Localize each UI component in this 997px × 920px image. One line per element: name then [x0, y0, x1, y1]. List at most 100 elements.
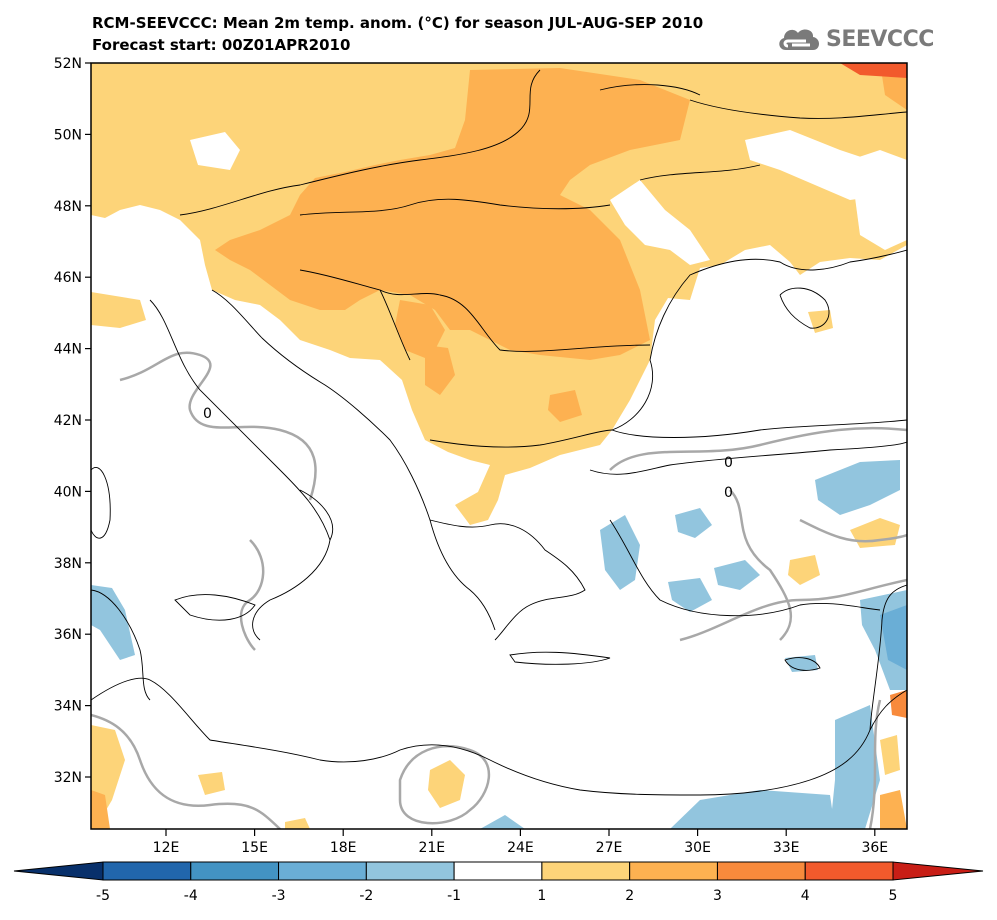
lat-tick-label: 44N [54, 342, 82, 358]
contour-libya [398, 745, 490, 825]
colorbar-tick-label: -2 [359, 888, 373, 904]
colorbar-segment [190, 861, 280, 881]
lon-tick-label: 18E [330, 840, 357, 856]
lon-tick-label: 12E [153, 840, 180, 856]
colorbar-under-arrow [13, 861, 104, 881]
logo-text: SEEVCCC [826, 26, 934, 52]
contour-egypt-n [679, 578, 907, 642]
anomaly-gap-east [850, 150, 907, 250]
lat-tick-label: 46N [54, 270, 82, 286]
coast-sardinia [91, 467, 111, 539]
coast-adriatic-east [211, 289, 496, 631]
anomaly-region-cool-aegean [600, 515, 640, 590]
coastlines [91, 69, 907, 796]
colorbar-tick-label: -5 [96, 888, 110, 904]
latitude-axis: 52N 50N 48N 46N 44N 42N 40N 38N 36N 34N 32N [54, 56, 91, 786]
anomaly-region-hot-carpathian [215, 68, 690, 360]
anomaly-region-hot-south1 [425, 345, 455, 395]
anomaly-region-warm-crimea [808, 310, 833, 333]
border-central-europe [179, 69, 701, 361]
seevccc-logo: SEEVCCC [776, 22, 934, 56]
lon-tick-label: 24E [507, 840, 534, 856]
anomaly-region-hot-mideast [890, 690, 907, 718]
anomaly-region-cool-tunisia [91, 585, 135, 660]
anomaly-region-warm-anatolia2 [788, 555, 820, 585]
anomaly-region-cool-libya [480, 815, 525, 829]
anomaly-region-cool-anatolia3 [714, 560, 760, 590]
anomaly-region-warm-levant [880, 735, 900, 775]
colorbar-tick-label: 4 [801, 888, 810, 904]
anomaly-region-cool-egypt [670, 790, 835, 829]
lon-tick-label: 33E [773, 840, 800, 856]
forecast-start-label: Forecast start: 00Z01APR2010 [92, 36, 351, 54]
colorbar-segment [629, 861, 718, 881]
colorbar-over-arrow [892, 861, 984, 881]
coast-north-africa [91, 677, 907, 796]
anomaly-region-hot-balkan [395, 300, 445, 360]
anomaly-gap-poland [190, 132, 240, 170]
coast-turkey-south [609, 519, 881, 617]
lat-tick-label: 42N [54, 413, 82, 429]
contour-turkey-north [609, 426, 907, 471]
colorbar-segment [102, 861, 192, 881]
lon-tick-label: 36E [861, 840, 888, 856]
colorbar-segment [453, 861, 543, 881]
coast-tunisia [91, 589, 151, 701]
coast-levant [869, 584, 907, 731]
colorbar-tick-label: 2 [625, 888, 634, 904]
anomaly-region-warm-west [91, 292, 146, 328]
anomaly-gap-ukraine [745, 130, 885, 200]
coast-italy-boot [299, 489, 334, 541]
coast-turkey [589, 441, 907, 475]
colorbar: -5 -4 -3 -2 -1 1 2 3 4 5 [13, 861, 984, 904]
colorbar-segment [278, 861, 367, 881]
lat-tick-label: 52N [54, 56, 82, 72]
lat-tick-label: 32N [54, 770, 82, 786]
anomaly-region-warm-small2 [285, 818, 310, 829]
contour-turkey-mid [729, 489, 793, 641]
contour-italy [119, 351, 317, 501]
colorbar-segment [541, 861, 631, 881]
anomaly-region-cold-syria [880, 605, 907, 670]
colorbar-segment [365, 861, 455, 881]
colorbar-tick-label: 1 [537, 888, 546, 904]
anomaly-region-warm-small1 [198, 772, 225, 795]
colorbar-tick-label: 3 [713, 888, 722, 904]
contour-africa-west [91, 713, 281, 829]
border-east [639, 99, 907, 181]
contour-label-italy: 0 [203, 406, 212, 422]
contour-levant [868, 699, 882, 829]
anomaly-region-warm-libya [428, 760, 465, 808]
anomaly-region-hot-sw [91, 790, 110, 829]
anomaly-region-cool-ne-anatolia [815, 460, 900, 515]
border-balkans [299, 198, 651, 448]
colorbar-tick-label: -3 [272, 888, 286, 904]
lat-tick-label: 38N [54, 556, 82, 572]
coast-sicily [174, 594, 256, 621]
colorbar-segment [716, 861, 806, 881]
map-frame [90, 62, 908, 830]
colorbar-tick-label: -1 [447, 888, 461, 904]
coast-crete [509, 651, 611, 665]
lat-tick-label: 50N [54, 127, 82, 143]
lon-tick-label: 21E [418, 840, 445, 856]
anomaly-region-hot-levant [880, 790, 907, 829]
colorbar-tick-label: -4 [184, 888, 198, 904]
anomaly-fields [91, 63, 907, 829]
anomaly-region-hot-south2 [548, 390, 582, 422]
contour-italy-south [239, 539, 265, 651]
coast-crimea [779, 287, 830, 329]
anomaly-gap-moldova [610, 180, 710, 265]
colorbar-tick-label: 5 [889, 888, 898, 904]
coast-black-sea [649, 249, 907, 361]
longitude-axis: 12E 15E 18E 21E 24E 27E 30E 33E 36E [153, 829, 888, 856]
lat-tick-label: 40N [54, 484, 82, 500]
lon-tick-label: 30E [684, 840, 711, 856]
lat-tick-label: 36N [54, 627, 82, 643]
coast-black-sea-south [610, 359, 907, 438]
coast-cyprus [784, 657, 821, 671]
lat-tick-label: 34N [54, 699, 82, 715]
map-title: RCM-SEEVCCC: Mean 2m temp. anom. (°C) fo… [92, 14, 704, 32]
contour-label-turkey2: 0 [724, 485, 733, 501]
